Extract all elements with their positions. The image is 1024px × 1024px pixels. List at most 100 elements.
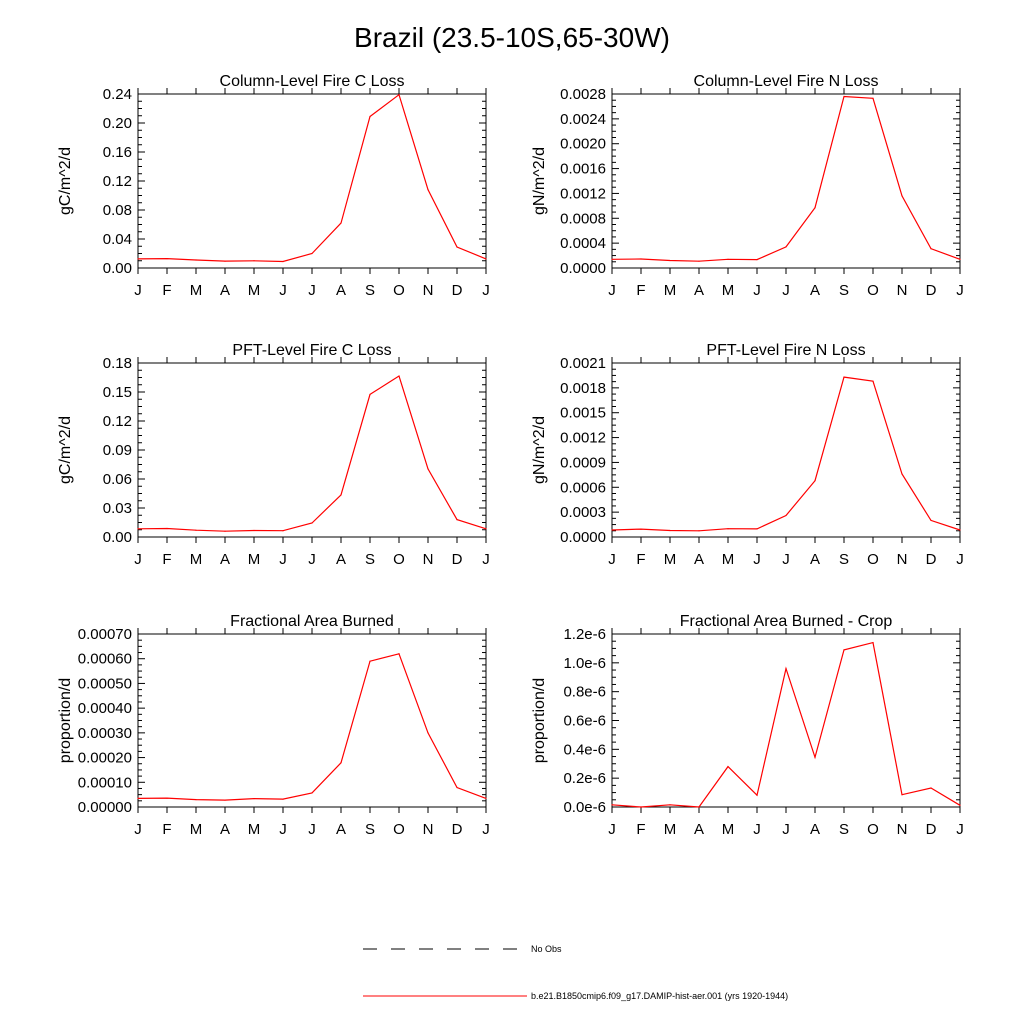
- chart6-xtick-label: S: [839, 821, 849, 838]
- chart6-data-point: [843, 649, 845, 651]
- chart4-ytick-label: 0.0009: [560, 454, 606, 471]
- chart4-ytick-label: 0.0021: [560, 355, 606, 372]
- chart3-ytick-label: 0.03: [103, 500, 132, 517]
- chart4-ytick-label: 0.0000: [560, 529, 606, 546]
- chart1-xtick-label: S: [365, 282, 375, 299]
- chart1-xtick-label: M: [248, 282, 261, 299]
- chart5-series-line: [137, 653, 487, 801]
- chart6-data-point: [698, 806, 700, 808]
- chart6-data-point: [930, 787, 932, 789]
- chart1-title: Column-Level Fire C Loss: [220, 73, 405, 90]
- chart6-series-line: [611, 641, 961, 808]
- chart1-ytick-label: 0.04: [103, 231, 132, 248]
- chart1-data-point: [456, 246, 458, 248]
- chart5-xtick-label: S: [365, 821, 375, 838]
- chart5-data-point: [369, 660, 371, 662]
- chart4-xtick-label: N: [897, 551, 908, 568]
- chart1-xtick-label: J: [279, 282, 287, 299]
- chart4-data-point: [756, 528, 758, 530]
- chart6-ytick-label: 1.0e-6: [563, 655, 606, 672]
- chart5-data-point: [253, 797, 255, 800]
- chart1-ytick-label: 0.24: [103, 86, 132, 103]
- chart6-ytick-label: 0.2e-6: [563, 770, 606, 787]
- chart6-data-point: [785, 668, 787, 670]
- chart3-xtick-label: M: [190, 551, 203, 568]
- chart1-ytick-label: 0.12: [103, 173, 132, 190]
- chart5-xtick-label: A: [336, 821, 346, 838]
- chart1-data-point: [340, 222, 342, 224]
- chart6-data-point: [611, 804, 613, 806]
- chart3-xtick-label: S: [365, 551, 375, 568]
- chart5-xtick-label: O: [393, 821, 405, 838]
- chart6-xtick-label: M: [722, 821, 735, 838]
- chart4-data-point: [959, 529, 961, 531]
- chart3-title: PFT-Level Fire C Loss: [232, 342, 391, 359]
- chart4-xtick-label: M: [664, 551, 677, 568]
- chart5-ytick-label: 0.00060: [78, 651, 132, 668]
- chart2-ytick-label: 0.0028: [560, 86, 606, 103]
- chart2-title: Column-Level Fire N Loss: [694, 73, 879, 90]
- chart6-data-point: [727, 766, 729, 768]
- chart2-xtick-label: A: [810, 282, 820, 299]
- chart4-data-point: [901, 473, 903, 475]
- chart2-data-point: [727, 258, 729, 260]
- chart1-xtick-label: J: [134, 282, 142, 299]
- chart5-data-point: [485, 797, 487, 799]
- chart1-ytick-label: 0.00: [103, 260, 132, 277]
- chart4-xtick-label: M: [722, 551, 735, 568]
- chart1-xtick-label: J: [482, 282, 490, 299]
- chart6-xtick-label: J: [608, 821, 616, 838]
- chart4-xtick-label: J: [956, 551, 964, 568]
- chart5-xtick-label: J: [279, 821, 287, 838]
- chart4-ytick-label: 0.0003: [560, 504, 606, 521]
- chart3-ytick-label: 0.09: [103, 442, 132, 459]
- chart5-data-point: [340, 762, 342, 764]
- chart2-data-point: [843, 95, 845, 98]
- chart1-xtick-label: A: [220, 282, 230, 299]
- chart5-ylabel: proportion/d: [57, 678, 74, 763]
- chart4-data-point: [727, 528, 729, 530]
- chart5-ytick-label: 0.00000: [78, 799, 132, 816]
- chart4-ytick-label: 0.0018: [560, 380, 606, 397]
- chart3-data-point: [166, 527, 168, 530]
- chart6-frame: [611, 633, 961, 808]
- chart2-xtick-label: J: [782, 282, 790, 299]
- legend-label-1: No Obs: [531, 944, 562, 954]
- chart2-data-point: [872, 97, 874, 99]
- chart2-ytick-label: 0.0004: [560, 235, 606, 252]
- chart5-xtick-label: A: [220, 821, 230, 838]
- chart1-series-line: [137, 93, 487, 263]
- chart2-data-point: [698, 260, 700, 262]
- chart1-ytick-label: 0.16: [103, 144, 132, 161]
- chart2-ytick-label: 0.0024: [560, 111, 606, 128]
- chart6-data-point: [669, 804, 671, 806]
- chart1-data-point: [485, 258, 487, 260]
- chart2-xtick-label: J: [956, 282, 964, 299]
- chart1-data-point: [195, 259, 197, 261]
- chart3-data-point: [427, 468, 429, 470]
- chart6-xtick-label: J: [782, 821, 790, 838]
- chart2-xtick-label: F: [636, 282, 645, 299]
- chart5-title: Fractional Area Burned: [230, 613, 394, 630]
- chart3-xtick-label: A: [220, 551, 230, 568]
- chart3-xtick-label: J: [308, 551, 316, 568]
- chart6-xtick-label: D: [926, 821, 937, 838]
- chart3-data-point: [369, 393, 371, 396]
- chart1-ytick-label: 0.20: [103, 115, 132, 132]
- chart2-ytick-label: 0.0020: [560, 136, 606, 153]
- chart2-xtick-label: A: [694, 282, 704, 299]
- chart4-data-point: [698, 530, 700, 532]
- chart3-xtick-label: J: [279, 551, 287, 568]
- chart3-xtick-label: N: [423, 551, 434, 568]
- chart6-xtick-label: J: [956, 821, 964, 838]
- chart5-ytick-label: 0.00030: [78, 725, 132, 742]
- chart6-xtick-label: A: [810, 821, 820, 838]
- chart2-ytick-label: 0.0008: [560, 210, 606, 227]
- chart2-ytick-label: 0.0016: [560, 161, 606, 178]
- chart3-data-point: [282, 530, 284, 532]
- chart1-data-point: [224, 260, 226, 262]
- chart2-xtick-label: M: [722, 282, 735, 299]
- chart6-ytick-label: 1.2e-6: [563, 626, 606, 643]
- chart4-data-point: [785, 514, 787, 517]
